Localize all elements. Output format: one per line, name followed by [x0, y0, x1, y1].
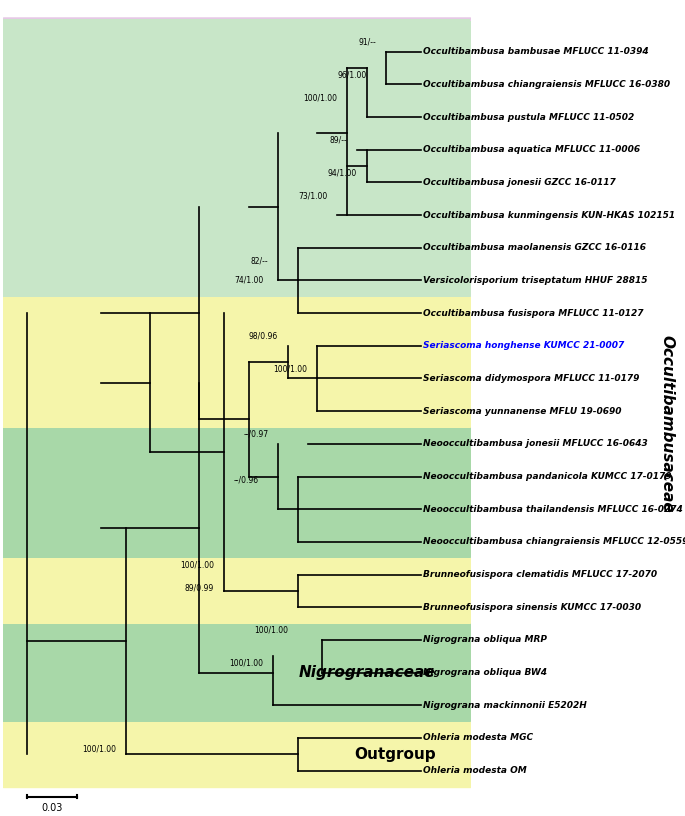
Text: Occultibambusa aquatica MFLUCC 11-0006: Occultibambusa aquatica MFLUCC 11-0006: [423, 145, 640, 154]
Text: --/0.96: --/0.96: [234, 475, 258, 484]
Bar: [3, 558, 470, 623]
Text: Neooccultibambusa jonesii MFLUCC 16-0643: Neooccultibambusa jonesii MFLUCC 16-0643: [423, 439, 648, 448]
Text: 91/--: 91/--: [359, 38, 377, 47]
Bar: [3, 297, 470, 428]
Text: Ohleria modesta MGC: Ohleria modesta MGC: [423, 734, 534, 743]
Text: 74/1.00: 74/1.00: [234, 276, 264, 285]
Text: Occultibambusa bambusae MFLUCC 11-0394: Occultibambusa bambusae MFLUCC 11-0394: [423, 47, 649, 56]
Text: Occultibambusa maolanensis GZCC 16-0116: Occultibambusa maolanensis GZCC 16-0116: [423, 243, 646, 252]
Text: --/0.97: --/0.97: [243, 429, 269, 438]
Text: 94/1.00: 94/1.00: [327, 168, 357, 177]
Bar: [3, 428, 470, 558]
Text: 100/1.00: 100/1.00: [180, 561, 214, 570]
Text: 96/1.00: 96/1.00: [338, 70, 366, 79]
Bar: [3, 623, 470, 721]
Text: Nigrograna obliqua BW4: Nigrograna obliqua BW4: [423, 668, 547, 677]
Bar: [3, 19, 470, 297]
Text: Occultibambusaceae: Occultibambusaceae: [660, 335, 675, 513]
Text: Occultibambusa kunmingensis KUN-HKAS 102151: Occultibambusa kunmingensis KUN-HKAS 102…: [423, 211, 675, 220]
Text: 100/1.00: 100/1.00: [82, 745, 116, 754]
Text: Occultibambusa jonesii GZCC 16-0117: Occultibambusa jonesii GZCC 16-0117: [423, 178, 616, 187]
Text: 0.03: 0.03: [41, 803, 62, 814]
Text: Nigrograna mackinnonii E5202H: Nigrograna mackinnonii E5202H: [423, 701, 587, 710]
Text: Versicolorisporium triseptatum HHUF 28815: Versicolorisporium triseptatum HHUF 2881…: [423, 276, 648, 285]
Text: 100/1.00: 100/1.00: [229, 659, 264, 667]
Text: Brunneofusispora sinensis KUMCC 17-0030: Brunneofusispora sinensis KUMCC 17-0030: [423, 603, 641, 612]
Text: Occultibambusa chiangraiensis MFLUCC 16-0380: Occultibambusa chiangraiensis MFLUCC 16-…: [423, 80, 671, 89]
Text: 100/1.00: 100/1.00: [274, 364, 308, 373]
Text: Neooccultibambusa thailandensis MFLUCC 16-0274: Neooccultibambusa thailandensis MFLUCC 1…: [423, 504, 683, 514]
Text: Ohleria modesta OM: Ohleria modesta OM: [423, 766, 527, 775]
Text: Nigrograna obliqua MRP: Nigrograna obliqua MRP: [423, 636, 547, 645]
Text: 89/0.99: 89/0.99: [185, 583, 214, 592]
Text: Occultibambusa fusispora MFLUCC 11-0127: Occultibambusa fusispora MFLUCC 11-0127: [423, 308, 644, 317]
Bar: [3, 721, 470, 787]
Text: Seriascoma yunnanense MFLU 19-0690: Seriascoma yunnanense MFLU 19-0690: [423, 406, 622, 415]
Text: 89/--: 89/--: [329, 135, 347, 144]
Text: 100/1.00: 100/1.00: [303, 93, 337, 102]
Text: Neooccultibambusa pandanicola KUMCC 17-0179: Neooccultibambusa pandanicola KUMCC 17-0…: [423, 472, 672, 481]
Text: Seriascoma didymospora MFLUCC 11-0179: Seriascoma didymospora MFLUCC 11-0179: [423, 374, 640, 383]
Text: Seriascoma honghense KUMCC 21-0007: Seriascoma honghense KUMCC 21-0007: [423, 341, 625, 350]
Text: Occultibambusa pustula MFLUCC 11-0502: Occultibambusa pustula MFLUCC 11-0502: [423, 113, 634, 122]
Text: 73/1.00: 73/1.00: [298, 191, 327, 200]
Text: 100/1.00: 100/1.00: [254, 626, 288, 635]
Text: Brunneofusispora clematidis MFLUCC 17-2070: Brunneofusispora clematidis MFLUCC 17-20…: [423, 570, 658, 579]
Text: Nigrogranaceae: Nigrogranaceae: [299, 665, 436, 680]
Text: Neooccultibambusa chiangraiensis MFLUCC 12-0559: Neooccultibambusa chiangraiensis MFLUCC …: [423, 538, 685, 547]
Text: 98/0.96: 98/0.96: [249, 331, 278, 340]
Text: 82/--: 82/--: [251, 256, 269, 265]
Text: Outgroup: Outgroup: [354, 747, 436, 761]
